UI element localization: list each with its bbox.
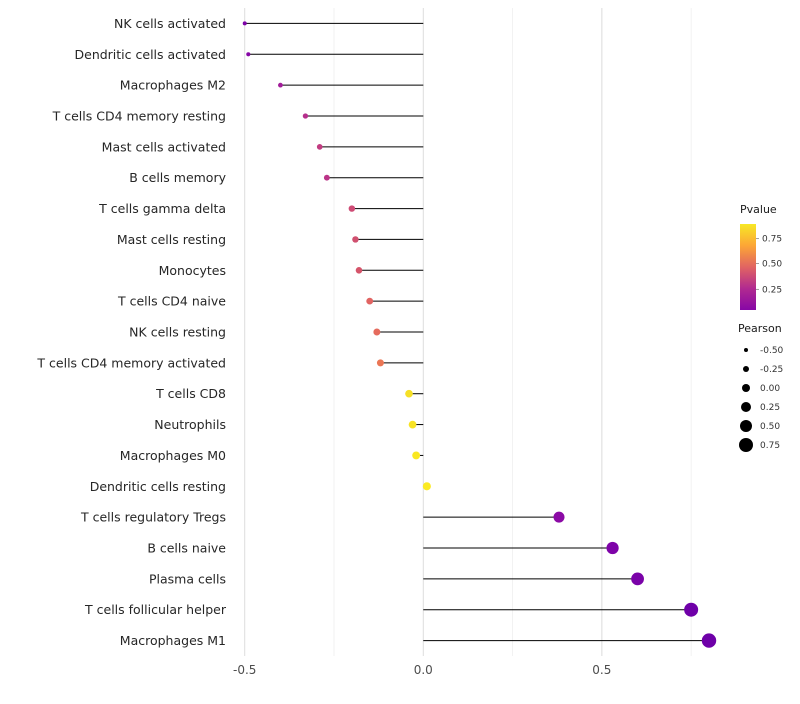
lollipop-dot: [323, 174, 330, 181]
lollipop-row: B cells memory: [129, 170, 424, 185]
lollipop-dot: [348, 205, 356, 212]
pearson-legend-dot: [743, 366, 749, 372]
pvalue-legend: Pvalue 0.75 0.50 0.25: [740, 203, 782, 310]
category-label: NK cells activated: [114, 16, 226, 31]
category-label: Mast cells activated: [102, 139, 226, 154]
pearson-legend-label: -0.50: [760, 346, 784, 356]
category-label: Neutrophils: [154, 417, 226, 432]
category-label: Plasma cells: [149, 571, 226, 586]
x-axis-tick-label: -0.5: [233, 663, 256, 677]
lollipop-dot: [405, 389, 413, 398]
category-label: Monocytes: [159, 263, 226, 278]
lollipop-row: Neutrophils: [154, 417, 424, 432]
pearson-legend: Pearson -0.50 -0.25 0.00 0.25 0.50 0.75: [738, 322, 784, 452]
lollipop-dot: [422, 482, 431, 491]
category-label: T cells gamma delta: [98, 201, 226, 216]
category-label: B cells naive: [147, 541, 226, 556]
lollipop-dot: [355, 267, 363, 274]
pearson-legend-label: 0.25: [760, 403, 780, 413]
category-label: Macrophages M0: [120, 448, 226, 463]
lollipop-dot: [302, 113, 309, 119]
lollipop-row: T cells regulatory Tregs: [80, 510, 565, 525]
lollipop-row: NK cells resting: [129, 325, 424, 340]
category-label: T cells CD4 memory resting: [52, 109, 226, 124]
lollipop-dot: [701, 633, 717, 648]
category-label: T cells CD4 memory activated: [36, 355, 226, 370]
category-label: T cells CD8: [155, 386, 226, 401]
lollipop-row: T cells follicular helper: [84, 602, 699, 617]
lollipop-row: B cells naive: [147, 541, 619, 556]
pvalue-gradient-bar: [740, 224, 756, 310]
pearson-legend-dot: [739, 438, 753, 452]
lollipop-dot: [376, 359, 384, 367]
pvalue-tick-label: 0.25: [762, 285, 782, 295]
lollipop-row: T cells CD4 memory resting: [52, 109, 424, 124]
lollipop-row: Monocytes: [159, 263, 424, 278]
pearson-legend-label: 0.00: [760, 384, 780, 394]
lollipop-row: T cells CD4 naive: [117, 294, 424, 309]
lollipop-dot: [366, 297, 374, 305]
lollipop-dot: [684, 602, 699, 617]
lollipop-row: Dendritic cells activated: [75, 47, 424, 62]
lollipop-row: T cells CD4 memory activated: [36, 355, 424, 370]
pearson-legend-dot: [742, 384, 750, 392]
lollipop-dot: [412, 451, 421, 460]
lollipop-row: Mast cells activated: [102, 139, 424, 154]
lollipop-row: Dendritic cells resting: [90, 479, 431, 494]
pearson-legend-label: 0.75: [760, 441, 780, 451]
category-label: Macrophages M2: [120, 78, 226, 93]
x-axis-tick-label: 0.0: [414, 663, 433, 677]
lollipop-row: T cells CD8: [155, 386, 424, 401]
category-label: Macrophages M1: [120, 633, 226, 648]
lollipop-row: T cells gamma delta: [98, 201, 424, 216]
category-label: NK cells resting: [129, 325, 226, 340]
lollipop-dot: [352, 236, 359, 243]
category-label: B cells memory: [129, 170, 226, 185]
lollipop-dot: [316, 144, 323, 150]
lollipop-row: Mast cells resting: [117, 232, 424, 247]
pearson-legend-dot: [740, 420, 752, 432]
pearson-legend-label: -0.25: [760, 365, 783, 375]
pvalue-legend-title: Pvalue: [740, 203, 777, 216]
lollipop-dot: [242, 21, 247, 26]
pearson-legend-label: 0.50: [760, 422, 780, 432]
category-label: Dendritic cells activated: [75, 47, 227, 62]
category-label: T cells follicular helper: [84, 602, 227, 617]
lollipop-dot: [246, 52, 251, 57]
lollipop-dot: [631, 572, 644, 586]
lollipop-row: Macrophages M0: [120, 448, 424, 463]
pearson-legend-dot: [744, 348, 748, 352]
lollipop-row: Macrophages M2: [120, 78, 424, 93]
pvalue-tick-label: 0.75: [762, 235, 782, 245]
lollipop-dot: [553, 511, 565, 523]
lollipop-row: Macrophages M1: [120, 633, 717, 648]
lollipop-dot: [373, 328, 381, 336]
pvalue-tick-label: 0.50: [762, 260, 782, 270]
lollipop-dot: [408, 420, 417, 429]
pearson-legend-title: Pearson: [738, 322, 782, 335]
lollipop-row: Plasma cells: [149, 571, 644, 586]
category-label: T cells CD4 naive: [117, 294, 226, 309]
lollipop-dot: [606, 541, 619, 555]
category-label: Mast cells resting: [117, 232, 226, 247]
x-axis-tick-label: 0.5: [592, 663, 611, 677]
lollipop-row: NK cells activated: [114, 16, 424, 31]
category-label: Dendritic cells resting: [90, 479, 226, 494]
lollipop-dot: [278, 82, 283, 88]
category-label: T cells regulatory Tregs: [80, 510, 226, 525]
pearson-legend-dot: [741, 402, 751, 412]
